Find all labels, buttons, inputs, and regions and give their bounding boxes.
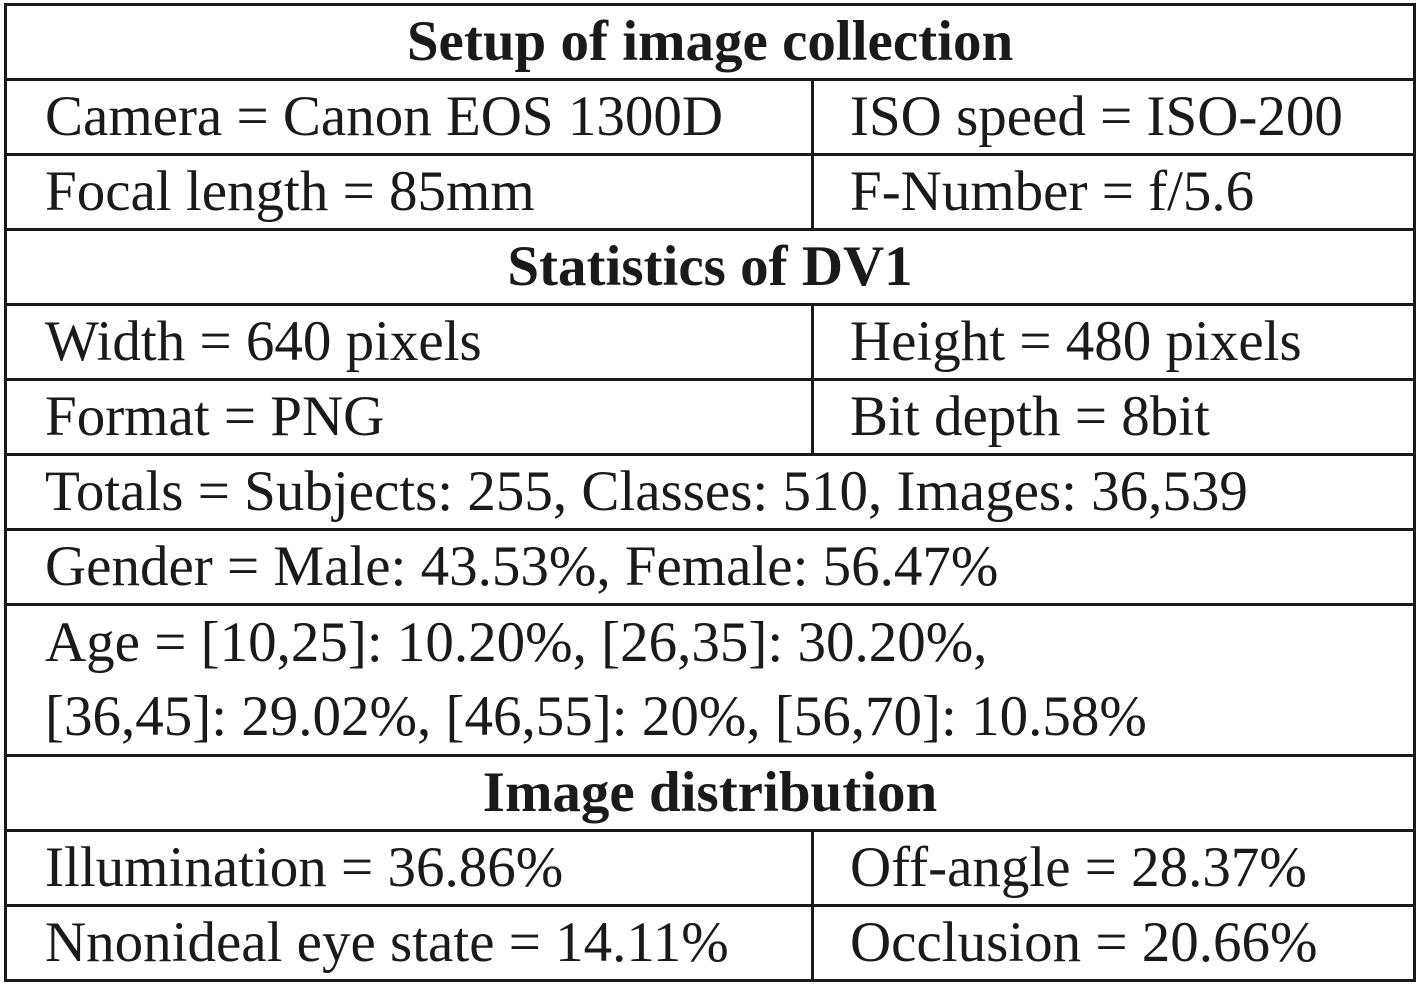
totals-cell: Totals = Subjects: 255, Classes: 510, Im…	[3, 453, 1417, 531]
format-cell: Format = PNG	[4, 378, 814, 456]
gender-cell: Gender = Male: 43.53%, Female: 56.47%	[3, 528, 1417, 606]
table-row: Gender = Male: 43.53%, Female: 56.47%	[3, 528, 1417, 606]
height-cell: Height = 480 pixels	[810, 303, 1417, 381]
table-row: Focal length = 85mm F-Number = f/5.6	[4, 153, 1417, 231]
distribution-heading: Image distribution	[3, 754, 1417, 832]
age-cell: Age = [10,25]: 10.20%, [26,35]: 30.20%, …	[3, 603, 1417, 757]
f-number-cell: F-Number = f/5.6	[810, 153, 1417, 231]
table-row: Format = PNG Bit depth = 8bit	[4, 378, 1417, 456]
age-line-2: [36,45]: 29.02%, [46,55]: 20%, [56,70]: …	[45, 685, 1147, 748]
table-row: Age = [10,25]: 10.20%, [26,35]: 30.20%, …	[3, 603, 1417, 757]
setup-heading-row: Setup of image collection	[3, 3, 1417, 81]
table-row: Width = 640 pixels Height = 480 pixels	[4, 303, 1417, 381]
dataset-specification-table: Setup of image collection Camera = Canon…	[3, 3, 1417, 982]
table-row: Nnonideal eye state = 14.11% Occlusion =…	[4, 904, 1417, 982]
off-angle-cell: Off-angle = 28.37%	[810, 829, 1417, 907]
iso-speed-cell: ISO speed = ISO-200	[810, 78, 1417, 156]
table-row: Camera = Canon EOS 1300D ISO speed = ISO…	[4, 78, 1417, 156]
setup-heading: Setup of image collection	[3, 3, 1417, 81]
width-cell: Width = 640 pixels	[4, 303, 814, 381]
bit-depth-cell: Bit depth = 8bit	[810, 378, 1417, 456]
illumination-cell: Illumination = 36.86%	[4, 829, 814, 907]
occlusion-cell: Occlusion = 20.66%	[810, 904, 1417, 982]
age-line-1: Age = [10,25]: 10.20%, [26,35]: 30.20%,	[45, 611, 988, 674]
focal-length-cell: Focal length = 85mm	[4, 153, 814, 231]
camera-cell: Camera = Canon EOS 1300D	[4, 78, 814, 156]
table-row: Totals = Subjects: 255, Classes: 510, Im…	[3, 453, 1417, 531]
table-row: Illumination = 36.86% Off-angle = 28.37%	[4, 829, 1417, 907]
statistics-heading-row: Statistics of DV1	[3, 228, 1417, 306]
nonideal-eye-state-cell: Nnonideal eye state = 14.11%	[4, 904, 814, 982]
statistics-heading: Statistics of DV1	[3, 228, 1417, 306]
distribution-heading-row: Image distribution	[3, 754, 1417, 832]
